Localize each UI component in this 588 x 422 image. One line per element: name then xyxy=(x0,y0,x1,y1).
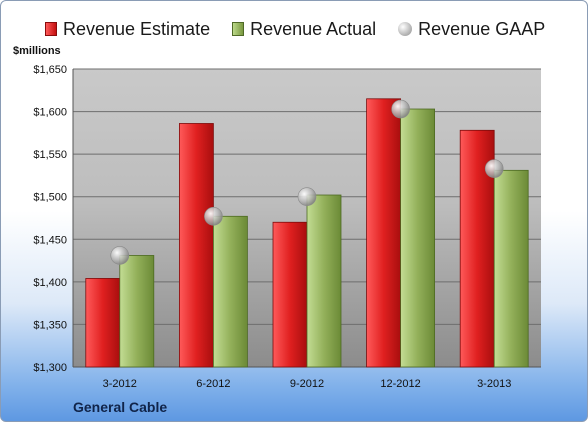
x-tick-label: 9-2012 xyxy=(290,378,324,390)
y-tick-label: $1,550 xyxy=(33,149,67,161)
point-revenue-gaap xyxy=(110,246,130,265)
x-tick-label: 3-2012 xyxy=(103,378,137,390)
y-tick-label: $1,500 xyxy=(33,192,67,204)
point-revenue-gaap xyxy=(204,206,223,226)
x-tick-label: 3-2013 xyxy=(477,378,511,390)
bar-revenue-actual xyxy=(306,194,342,368)
legend: Revenue Estimate Revenue Actual Revenue … xyxy=(45,17,567,41)
y-tick-label: $1,450 xyxy=(33,234,67,246)
bar-revenue-estimate xyxy=(85,278,121,368)
legend-item-estimate: Revenue Estimate xyxy=(45,19,210,40)
y-tick-label: $1,600 xyxy=(33,107,67,119)
x-tick-label: 12-2012 xyxy=(380,378,420,390)
bar-revenue-actual xyxy=(212,215,248,368)
legend-label-actual: Revenue Actual xyxy=(250,18,377,39)
bar-revenue-estimate xyxy=(272,221,308,368)
y-axis-label: $millions xyxy=(13,45,61,57)
legend-swatch-estimate xyxy=(45,22,57,36)
x-tick-label: 6-2012 xyxy=(196,378,230,390)
legend-item-actual: Revenue Actual xyxy=(232,19,376,40)
company-name: General Cable xyxy=(73,399,168,415)
bar-revenue-actual xyxy=(493,169,529,368)
point-revenue-gaap xyxy=(391,99,410,119)
bar-revenue-actual xyxy=(400,108,436,368)
bar-revenue-actual xyxy=(119,255,155,368)
bar-revenue-estimate xyxy=(178,123,214,368)
y-tick-label: $1,400 xyxy=(33,277,67,289)
legend-label-gaap: Revenue GAAP xyxy=(418,18,546,39)
y-tick-label: $1,350 xyxy=(33,319,67,331)
point-revenue-gaap xyxy=(484,159,504,178)
legend-item-gaap: Revenue GAAP xyxy=(398,19,545,40)
y-tick-label: $1,650 xyxy=(33,64,67,76)
legend-label-estimate: Revenue Estimate xyxy=(63,18,211,39)
bar-revenue-estimate xyxy=(366,98,402,368)
point-revenue-gaap xyxy=(297,187,317,207)
legend-swatch-gaap xyxy=(398,22,413,36)
y-tick-label: $1,300 xyxy=(33,362,67,374)
legend-swatch-actual xyxy=(232,22,245,36)
